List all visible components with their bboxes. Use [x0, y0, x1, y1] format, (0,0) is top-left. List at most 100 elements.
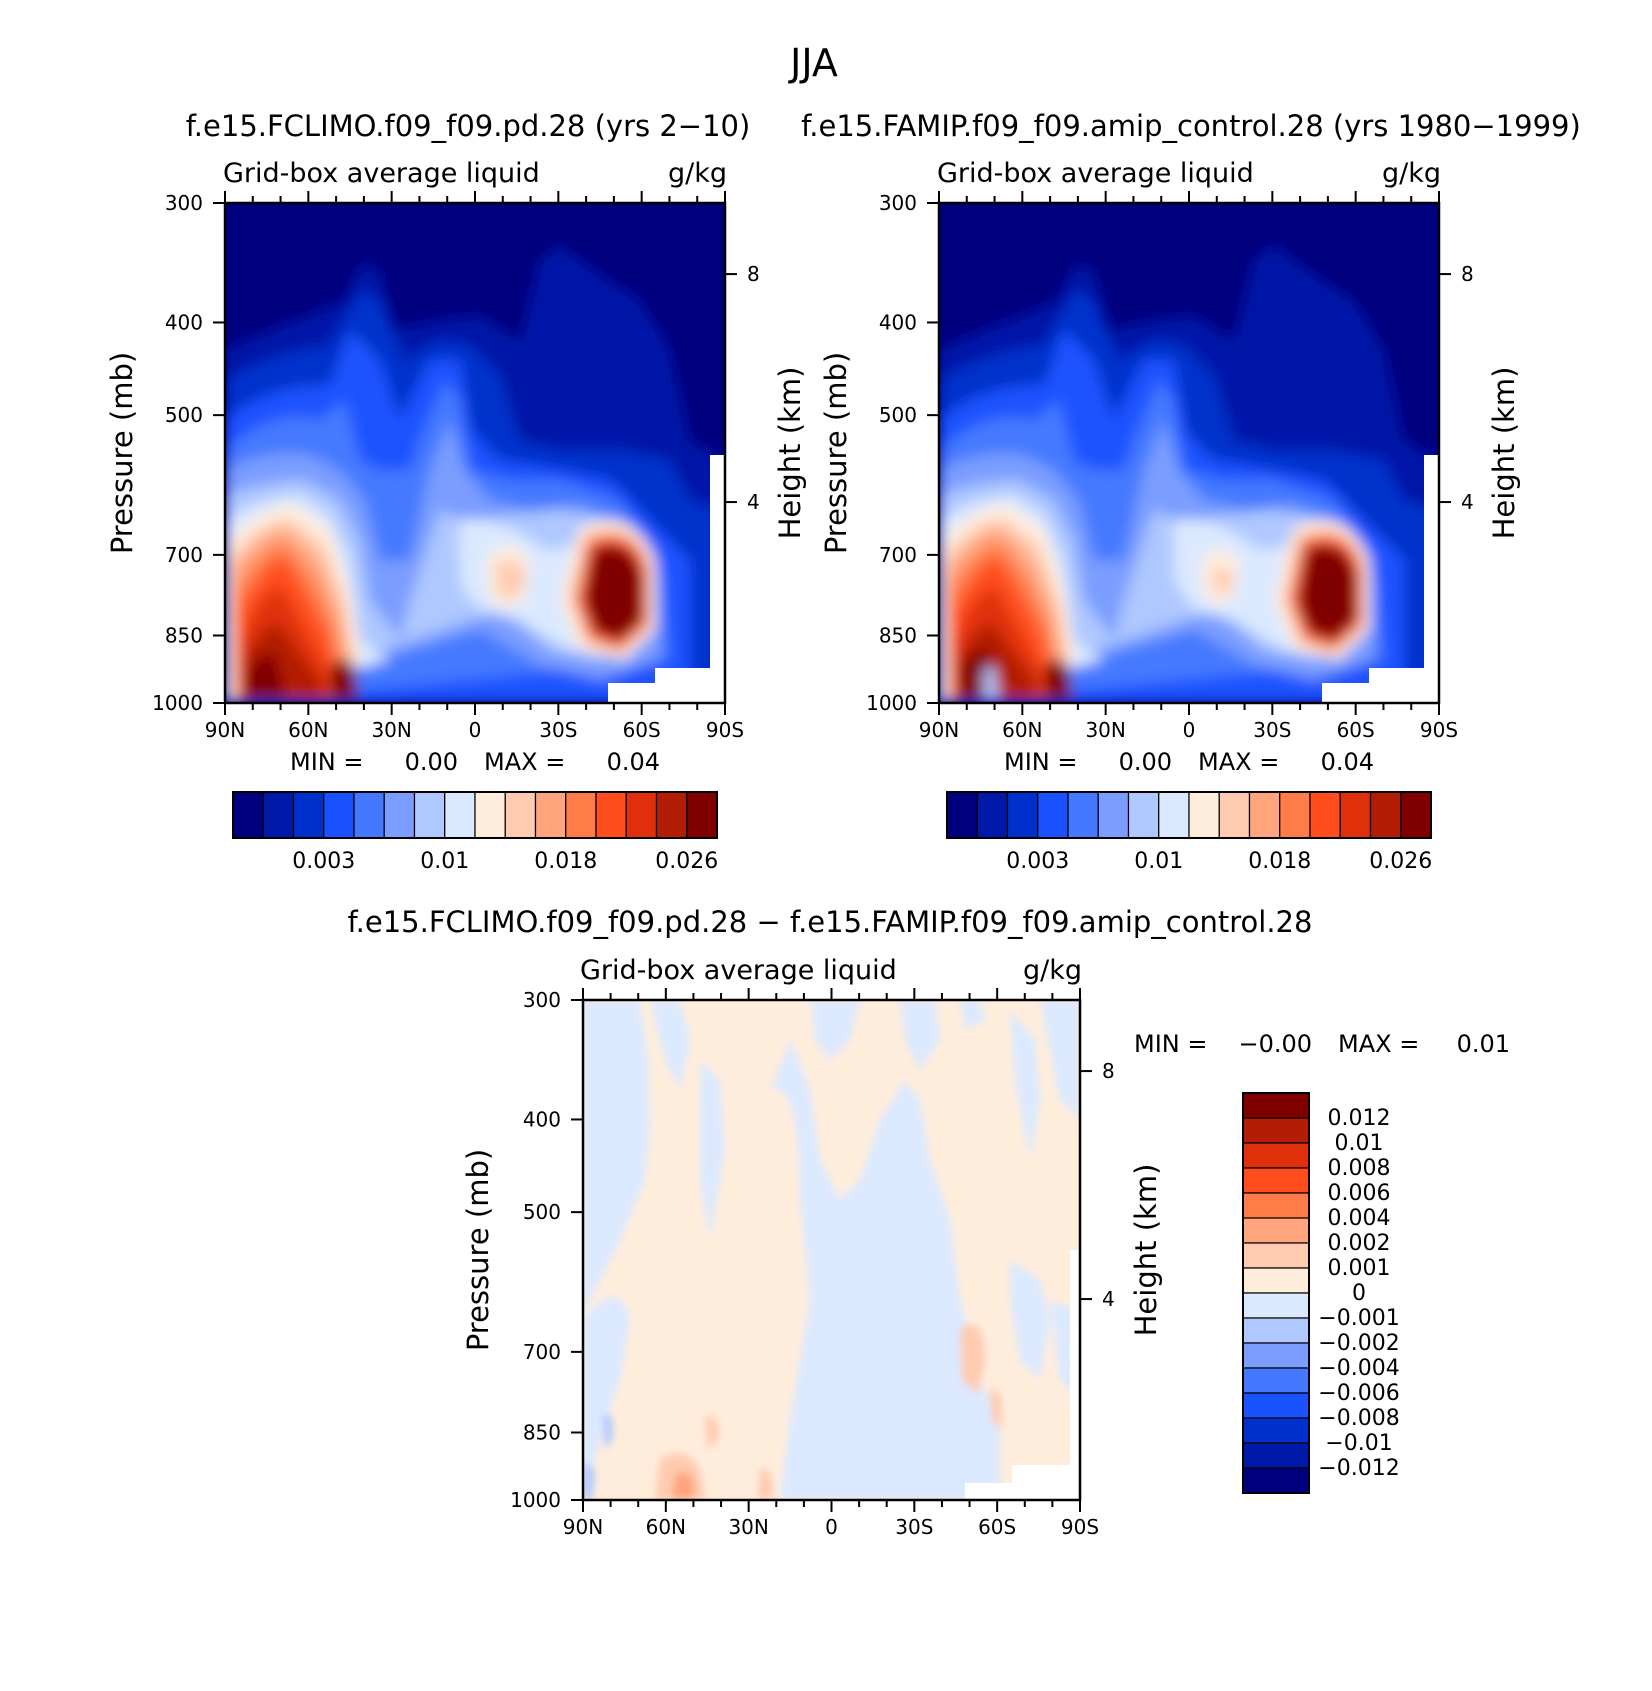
- colorbar-swatch: [1242, 1217, 1310, 1244]
- colorbar-swatch: [1279, 791, 1311, 839]
- panel-difference: f.e15.FCLIMO.f09_f09.pd.28 − f.e15.FAMIP…: [348, 905, 1510, 1539]
- panel-title: f.e15.FCLIMO.f09_f09.pd.28 − f.e15.FAMIP…: [348, 905, 1313, 939]
- y-tick-label: 400: [165, 310, 203, 334]
- colorbar-label: −0.004: [1318, 1356, 1399, 1381]
- colorbar-swatch: [1242, 1467, 1310, 1494]
- colorbar-swatch: [353, 791, 385, 839]
- x-tick-label: 90N: [205, 718, 245, 742]
- colorbar-label: −0.001: [1318, 1306, 1399, 1331]
- x-tick-label: 30N: [371, 718, 411, 742]
- colorbar-label: 0.018: [1248, 849, 1311, 874]
- colorbar-frame: [1242, 1092, 1310, 1494]
- colorbar-swatch: [444, 791, 476, 839]
- colorbar-label: −0.002: [1318, 1331, 1399, 1356]
- colorbar-swatch: [262, 791, 295, 839]
- axis-ticks: [927, 191, 1451, 715]
- y-tick-label: 1000: [152, 691, 203, 715]
- panel-subtitle: Grid-box average liquid: [580, 955, 897, 986]
- x-tick-label: 0: [469, 718, 482, 742]
- colorbar-swatch: [323, 791, 355, 839]
- colorbar-swatch: [1242, 1192, 1310, 1219]
- colorbar-swatch: [686, 791, 718, 839]
- colorbar-swatch: [1158, 791, 1190, 839]
- panel-units: g/kg: [668, 158, 727, 189]
- colorbar-label: −0.008: [1318, 1406, 1399, 1431]
- x-tick-label: 60N: [288, 718, 328, 742]
- colorbar-label: 0: [1352, 1281, 1366, 1306]
- colorbar-swatch: [1242, 1267, 1310, 1294]
- axis-ticks: [213, 191, 737, 715]
- colorbar-swatch: [1067, 791, 1099, 839]
- colorbar-swatch: [474, 791, 506, 839]
- colorbar-swatch: [1242, 1167, 1310, 1194]
- colorbar-swatch: [232, 791, 264, 839]
- x-tick-label: 60S: [623, 718, 661, 742]
- colorbar-swatch: [292, 791, 325, 839]
- colorbar-label: 0.018: [534, 849, 597, 874]
- colorbar-label: 0.008: [1328, 1156, 1391, 1181]
- y-tick-label: 400: [523, 1107, 561, 1131]
- y-tick-label: 700: [165, 543, 203, 567]
- y-axis-label: Pressure (mb): [819, 352, 853, 554]
- y-tick-label: 500: [523, 1200, 561, 1224]
- colorbar-swatch: [1242, 1442, 1310, 1469]
- colorbar-label: 0.002: [1328, 1231, 1391, 1256]
- colorbar-swatch: [504, 791, 537, 839]
- y-tick-label: 700: [523, 1340, 561, 1364]
- colorbar-label: −0.006: [1318, 1381, 1399, 1406]
- colorbar-swatch: [1242, 1292, 1310, 1319]
- colorbar-swatch: [1339, 791, 1372, 839]
- colorbar-label: 0.003: [1006, 849, 1069, 874]
- colorbar-swatch: [1242, 1392, 1310, 1419]
- min-label: MIN =: [1004, 748, 1077, 776]
- colorbar-swatch: [1097, 791, 1130, 839]
- contour-field: [225, 203, 725, 703]
- colorbar-label: 0.003: [292, 849, 355, 874]
- colorbar-label: 0.004: [1328, 1206, 1391, 1231]
- y2-axis-label: Height (km): [1129, 1164, 1163, 1337]
- colorbar-swatch: [655, 791, 688, 839]
- x-tick-label: 30S: [895, 1515, 933, 1539]
- max-value: 0.04: [1321, 748, 1374, 776]
- max-value: 0.04: [607, 748, 660, 776]
- colorbar-swatch: [1006, 791, 1039, 839]
- max-value: 0.01: [1457, 1030, 1510, 1058]
- panel-control-climatology: f.e15.FCLIMO.f09_f09.pd.28 (yrs 2−10) Gr…: [105, 109, 807, 874]
- colorbar-swatch: [625, 791, 658, 839]
- y2-tick-label: 4: [1102, 1287, 1115, 1311]
- colorbar-swatch: [1242, 1117, 1310, 1144]
- colorbar-frame: [946, 791, 1432, 839]
- min-value: 0.00: [405, 748, 458, 776]
- panel-units: g/kg: [1023, 955, 1082, 986]
- y-tick-label: 300: [523, 988, 561, 1012]
- colorbar-swatch: [413, 791, 446, 839]
- x-tick-label: 90S: [1061, 1515, 1099, 1539]
- x-tick-label: 60S: [1337, 718, 1375, 742]
- colorbar-label: 0.012: [1328, 1106, 1391, 1131]
- axis-labels: 90N 60N 30N 0 30S 60S 90S 300 400 500 700 850 1000 8 4: [152, 191, 760, 742]
- x-tick-label: 60N: [1002, 718, 1042, 742]
- axis-labels: 90N 60N 30N 0 30S 60S 90S 300 400 500 700 850 1000 8 4: [866, 191, 1474, 742]
- colorbar-swatch: [1242, 1342, 1310, 1369]
- y-tick-label: 1000: [510, 1488, 561, 1512]
- colorbar-swatch: [1242, 1242, 1310, 1269]
- panel-title: f.e15.FAMIP.f09_f09.amip_control.28 (yrs…: [801, 109, 1581, 143]
- colorbar-swatch: [1127, 791, 1160, 839]
- colorbar-swatch: [1309, 791, 1341, 839]
- axis-ticks: [571, 988, 1092, 1512]
- y2-tick-label: 8: [1461, 262, 1474, 286]
- y2-axis-label: Height (km): [1487, 367, 1521, 540]
- y-tick-label: 850: [165, 624, 203, 648]
- y-tick-label: 850: [879, 624, 917, 648]
- colorbar-label: −0.012: [1318, 1456, 1399, 1481]
- colorbar-swatch: [1218, 791, 1251, 839]
- colorbar-swatch: [1369, 791, 1402, 839]
- x-tick-label: 0: [825, 1515, 838, 1539]
- panel-subtitle: Grid-box average liquid: [937, 158, 1254, 189]
- y-tick-label: 500: [165, 403, 203, 427]
- colorbar: 0.003 0.01 0.018 0.026: [946, 791, 1432, 874]
- axis-labels: 90N 60N 30N 0 30S 60S 90S 300 400 500 700 850 1000 8 4: [510, 988, 1115, 1539]
- colorbar-swatch: [595, 791, 627, 839]
- colorbar-label: 0.006: [1328, 1181, 1391, 1206]
